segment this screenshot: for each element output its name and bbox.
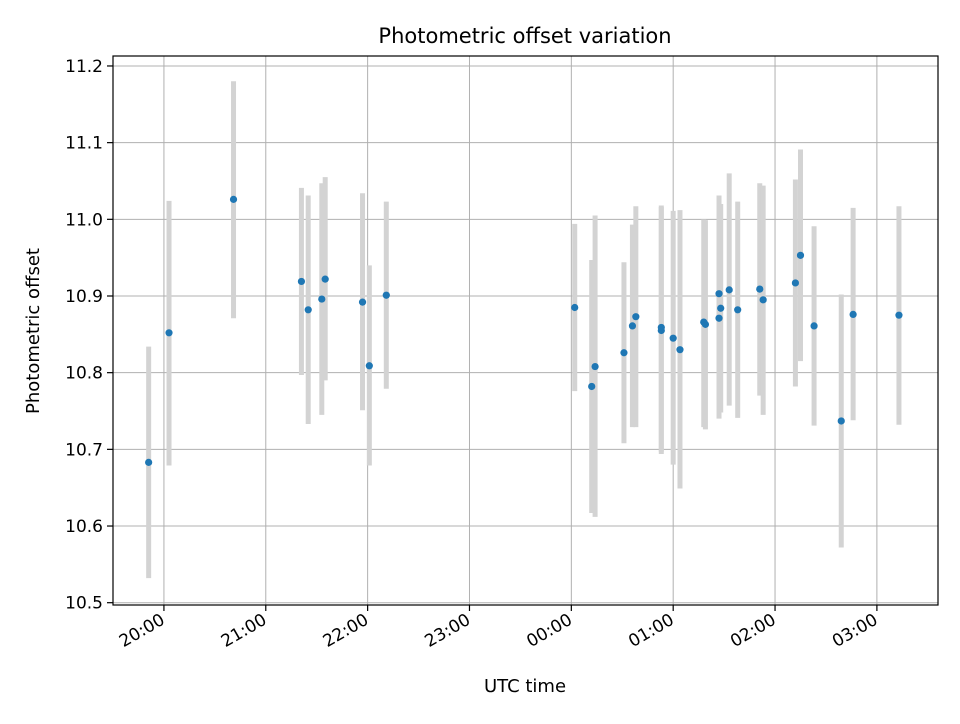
chart-title: Photometric offset variation [378,24,671,48]
y-tick-label: 11.0 [65,210,103,230]
data-point [810,322,818,330]
data-point [756,285,764,293]
y-tick-label: 10.6 [65,517,103,537]
data-point [620,349,628,357]
y-tick-label: 10.7 [65,440,103,460]
data-point [628,322,637,330]
data-point [715,314,723,322]
data-point [734,306,742,314]
data-point [657,323,665,332]
data-point [632,313,640,321]
point-layer [145,195,903,466]
y-tick-label: 10.5 [65,594,103,614]
data-point [321,275,329,283]
plot-frame [112,55,939,606]
data-point [145,458,153,466]
data-point [796,251,805,259]
data-point [759,296,767,304]
x-axis-label: UTC time [484,676,566,697]
data-point [849,310,857,318]
data-point [725,286,733,294]
grid-layer [113,56,938,605]
data-point [382,291,390,299]
data-point [571,303,579,312]
data-point [304,306,312,314]
y-axis-ticks: 10.5 10.6 10.7 10.8 10.9 11.0 11.1 11.2 [65,57,113,614]
data-point [717,304,725,312]
y-tick-label: 10.8 [65,364,103,384]
data-point [165,329,173,337]
data-point [701,320,710,328]
data-point [297,277,306,286]
data-point [669,334,677,342]
y-tick-label: 10.9 [65,287,103,307]
data-point [358,298,367,306]
y-tick-label: 11.1 [65,134,103,154]
data-point [791,279,800,287]
data-point [715,290,723,298]
data-point [591,362,599,371]
y-axis-label: Photometric offset [23,248,44,414]
data-point [676,346,684,354]
data-point [837,417,845,425]
data-point [229,195,238,203]
data-point [895,311,903,319]
y-tick-label: 11.2 [65,57,103,77]
data-point [365,362,373,370]
data-point [318,295,326,303]
data-point [588,382,596,391]
